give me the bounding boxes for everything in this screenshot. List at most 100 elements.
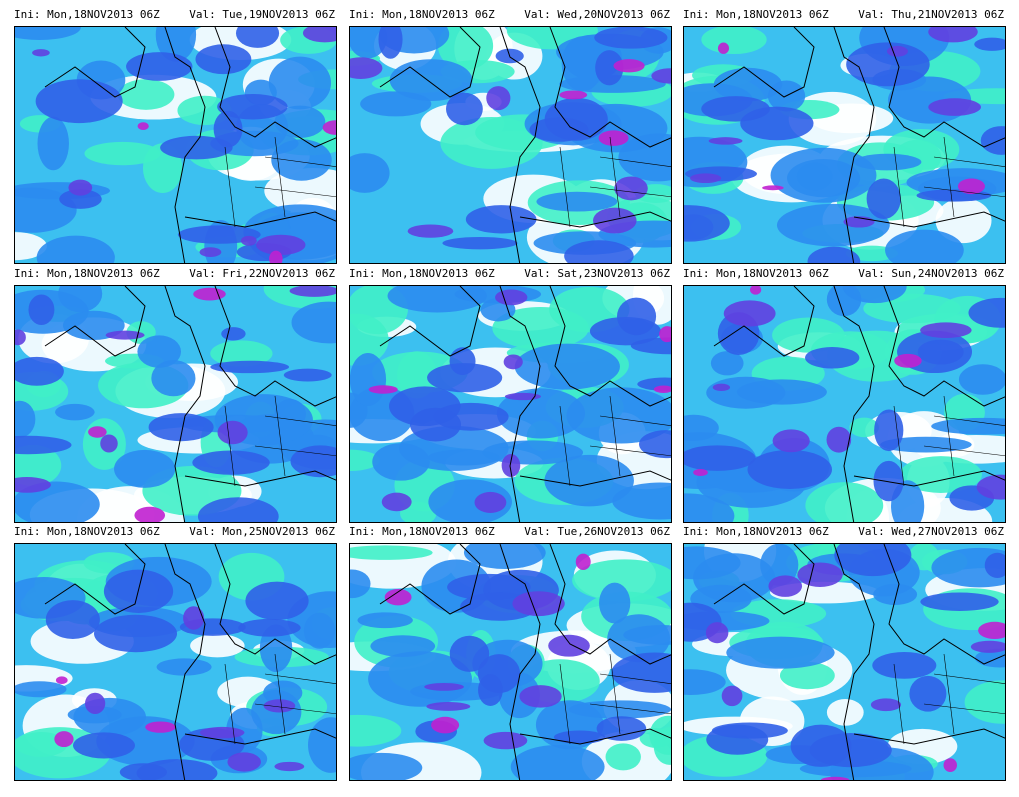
precip-area bbox=[512, 591, 565, 617]
border bbox=[559, 136, 671, 228]
precip-area bbox=[100, 434, 118, 453]
precip-area bbox=[378, 27, 403, 59]
precip-area bbox=[842, 286, 907, 304]
precip-area bbox=[193, 287, 226, 301]
precip-area bbox=[289, 286, 336, 297]
precip-area bbox=[920, 322, 972, 339]
precip-area bbox=[221, 327, 246, 341]
precip-area bbox=[503, 354, 523, 370]
precip-area bbox=[873, 583, 918, 605]
precip-area bbox=[920, 592, 999, 611]
precip-area bbox=[190, 634, 245, 658]
valid-time: Val: Thu,21NOV2013 06Z bbox=[858, 8, 1004, 21]
precip-area bbox=[544, 454, 634, 507]
coastline bbox=[713, 286, 1005, 522]
precip-area bbox=[37, 116, 69, 171]
precip-area bbox=[684, 546, 741, 580]
valid-time: Val: Mon,25NOV2013 06Z bbox=[189, 525, 335, 538]
precip-area bbox=[134, 506, 166, 522]
precip-area bbox=[15, 27, 81, 40]
precip-area bbox=[984, 552, 1005, 578]
precip-area bbox=[151, 359, 196, 397]
precip-area bbox=[772, 429, 810, 453]
precip-area bbox=[797, 562, 843, 587]
precip-area bbox=[426, 702, 471, 711]
precip-area bbox=[980, 126, 1005, 155]
precip-area bbox=[238, 618, 301, 637]
precip-area bbox=[350, 57, 383, 79]
precip-area bbox=[88, 426, 107, 438]
precip-area bbox=[849, 417, 879, 438]
precip-area bbox=[368, 385, 398, 394]
precip-area bbox=[269, 250, 283, 263]
precip-area bbox=[290, 445, 336, 478]
precip-area bbox=[706, 376, 786, 409]
precip-area bbox=[302, 27, 336, 43]
coastline bbox=[713, 544, 1005, 780]
precip-area bbox=[592, 207, 637, 234]
precip-area bbox=[381, 492, 412, 512]
precip-area bbox=[559, 90, 588, 100]
precip-area bbox=[482, 440, 584, 465]
precip-area bbox=[598, 130, 629, 146]
precip-area bbox=[710, 351, 744, 376]
precip-area bbox=[768, 575, 803, 597]
precip-area bbox=[495, 289, 528, 306]
precip-area bbox=[235, 27, 280, 48]
precip-area bbox=[274, 761, 305, 772]
precip-area bbox=[350, 449, 380, 472]
precip-area bbox=[762, 185, 784, 191]
precip-area bbox=[721, 685, 743, 707]
precip-area bbox=[35, 79, 123, 124]
precip-area bbox=[483, 731, 528, 750]
precip-area bbox=[639, 727, 671, 748]
precip-area bbox=[474, 491, 507, 513]
precip-area bbox=[928, 27, 978, 43]
coastline bbox=[379, 27, 671, 263]
precip-area bbox=[514, 343, 620, 390]
precip-area bbox=[126, 52, 193, 81]
precip-area bbox=[805, 346, 860, 369]
precip-area bbox=[67, 706, 122, 724]
precip-area bbox=[210, 360, 290, 374]
precip-area bbox=[55, 403, 95, 421]
precip-map bbox=[14, 26, 337, 264]
precip-area bbox=[350, 313, 389, 366]
precip-area bbox=[177, 225, 261, 244]
precip-area bbox=[36, 235, 115, 263]
precip-area bbox=[726, 636, 835, 669]
precip-area bbox=[826, 426, 852, 453]
init-time: Ini: Mon,18NOV2013 06Z bbox=[683, 8, 829, 21]
precip-area bbox=[834, 544, 912, 577]
valid-time: Val: Wed,20NOV2013 06Z bbox=[524, 8, 670, 21]
precip-area bbox=[968, 297, 1005, 328]
border bbox=[893, 395, 1005, 487]
precip-area bbox=[85, 692, 106, 715]
precip-area bbox=[446, 92, 483, 126]
precip-map bbox=[349, 26, 672, 264]
precip-area bbox=[909, 675, 947, 712]
precip-area bbox=[264, 168, 336, 214]
precip-area bbox=[536, 191, 618, 212]
precip-area bbox=[760, 544, 799, 586]
precip-area bbox=[227, 752, 261, 772]
precip-area bbox=[594, 27, 668, 49]
precip-area bbox=[653, 385, 671, 394]
precip-area bbox=[693, 468, 708, 477]
precip-area bbox=[145, 721, 176, 733]
precip-area bbox=[350, 27, 388, 59]
precip-area bbox=[350, 153, 390, 193]
coastline bbox=[44, 286, 336, 522]
init-time: Ini: Mon,18NOV2013 06Z bbox=[14, 8, 160, 21]
precip-area bbox=[684, 205, 730, 242]
precip-area bbox=[424, 682, 464, 691]
precip-area bbox=[271, 139, 332, 181]
precip-area bbox=[974, 37, 1005, 51]
border bbox=[893, 136, 1005, 228]
precip-area bbox=[701, 96, 770, 122]
precip-area bbox=[796, 162, 833, 191]
precip-area bbox=[245, 581, 309, 621]
precip-area bbox=[805, 482, 884, 522]
valid-time: Val: Tue,26NOV2013 06Z bbox=[524, 525, 670, 538]
